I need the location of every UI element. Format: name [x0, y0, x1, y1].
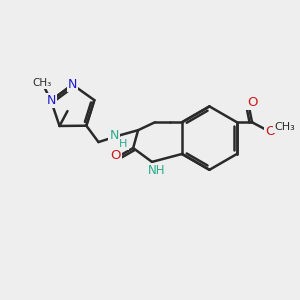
Text: O: O — [266, 125, 276, 138]
Text: O: O — [110, 149, 121, 162]
Text: N: N — [110, 129, 119, 142]
Text: N: N — [46, 94, 56, 107]
Text: N: N — [68, 78, 77, 91]
Text: CH₃: CH₃ — [274, 122, 295, 132]
Text: H: H — [119, 139, 128, 149]
Text: O: O — [247, 96, 257, 109]
Text: NH: NH — [148, 164, 166, 177]
Text: CH₃: CH₃ — [32, 78, 52, 88]
